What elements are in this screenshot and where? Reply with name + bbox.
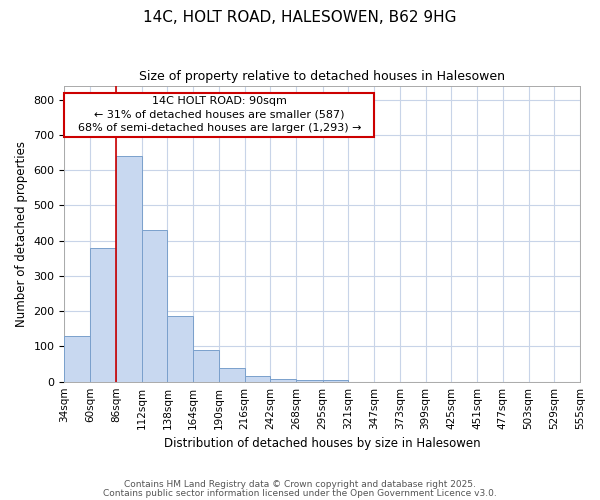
Text: Contains HM Land Registry data © Crown copyright and database right 2025.: Contains HM Land Registry data © Crown c… xyxy=(124,480,476,489)
Bar xyxy=(296,380,323,382)
Bar xyxy=(142,230,167,382)
Bar xyxy=(193,350,219,382)
X-axis label: Distribution of detached houses by size in Halesowen: Distribution of detached houses by size … xyxy=(164,437,481,450)
Text: ← 31% of detached houses are smaller (587): ← 31% of detached houses are smaller (58… xyxy=(94,110,344,120)
Y-axis label: Number of detached properties: Number of detached properties xyxy=(15,140,28,326)
Bar xyxy=(90,248,116,382)
Bar xyxy=(323,380,349,382)
Bar xyxy=(167,316,193,382)
Text: Contains public sector information licensed under the Open Government Licence v3: Contains public sector information licen… xyxy=(103,490,497,498)
Bar xyxy=(245,376,270,382)
Title: Size of property relative to detached houses in Halesowen: Size of property relative to detached ho… xyxy=(139,70,505,83)
FancyBboxPatch shape xyxy=(64,92,374,136)
Text: 68% of semi-detached houses are larger (1,293) →: 68% of semi-detached houses are larger (… xyxy=(77,123,361,133)
Bar xyxy=(219,368,245,382)
Text: 14C, HOLT ROAD, HALESOWEN, B62 9HG: 14C, HOLT ROAD, HALESOWEN, B62 9HG xyxy=(143,10,457,25)
Bar xyxy=(64,336,90,382)
Bar xyxy=(270,379,296,382)
Text: 14C HOLT ROAD: 90sqm: 14C HOLT ROAD: 90sqm xyxy=(152,96,287,106)
Bar xyxy=(116,156,142,382)
